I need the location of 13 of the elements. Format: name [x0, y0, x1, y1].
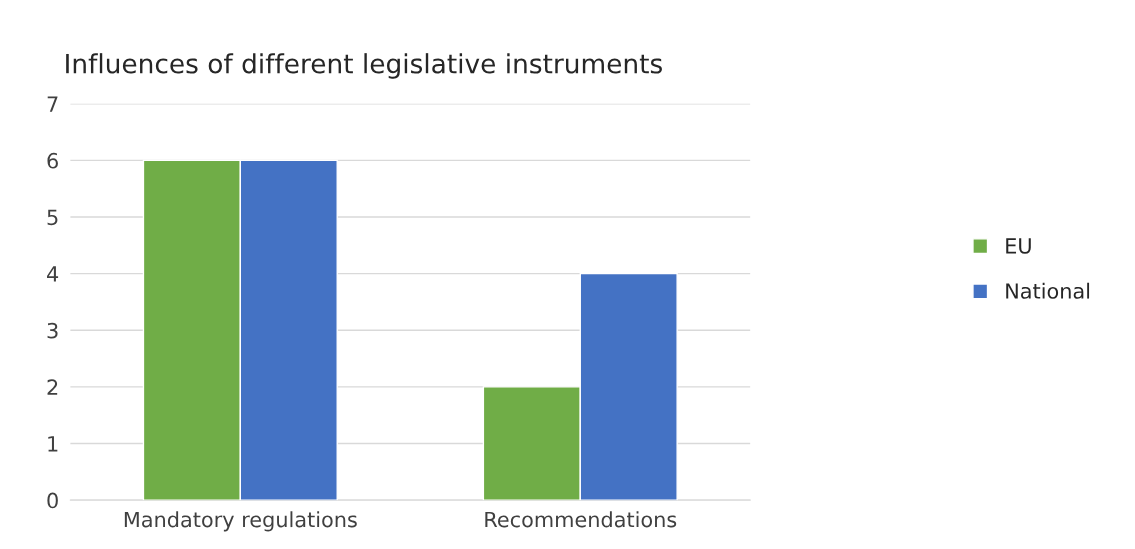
- y-tick-label: 0: [47, 492, 58, 509]
- y-tick-label: 2: [47, 379, 58, 395]
- chart-title: Influences of different legislative instruments: [66, 53, 662, 79]
- y-tick-label: 1: [48, 436, 58, 452]
- y-tick-label: 6: [47, 152, 58, 169]
- y-tick-label: 3: [47, 322, 58, 339]
- y-tick-label: 7: [47, 96, 58, 112]
- legend-label: National: [1006, 282, 1090, 299]
- y-tick-label: 5: [47, 209, 58, 226]
- y-tick-label: 4: [47, 266, 59, 282]
- x-tick-label: Mandatory regulations: [124, 511, 357, 532]
- x-tick-label: Recommendations: [485, 511, 677, 528]
- legend-label: EU: [1006, 238, 1031, 254]
